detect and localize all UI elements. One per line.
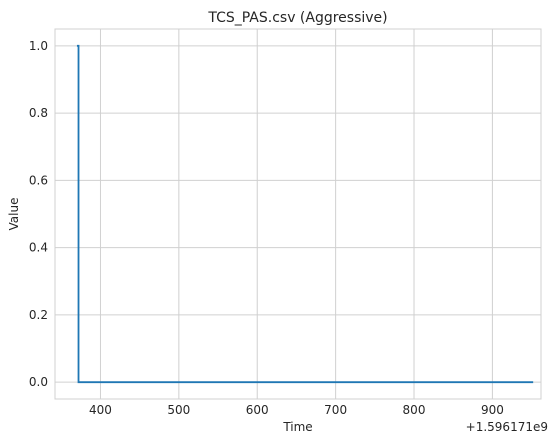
y-tick-label: 0.8 [29,106,48,120]
x-tick-label: 500 [167,403,190,417]
x-ticks: 400 500 600 700 800 900 [89,403,504,417]
x-tick-label: 800 [403,403,426,417]
y-ticks: 0.0 0.2 0.4 0.6 0.8 1.0 [29,39,48,389]
y-tick-label: 0.2 [29,308,48,322]
grid [54,28,542,400]
y-tick-label: 0.0 [29,375,48,389]
x-axis-label: Time [282,420,312,434]
x-tick-label: 700 [324,403,347,417]
y-tick-label: 0.4 [29,241,48,255]
x-tick-label: 600 [246,403,269,417]
series-line [76,44,534,384]
y-axis-label: Value [7,198,21,231]
y-tick-label: 0.6 [29,173,48,187]
plot-frame [54,28,542,400]
y-tick-label: 1.0 [29,39,48,53]
chart-title: TCS_PAS.csv (Aggressive) [207,10,387,26]
x-tick-label: 900 [481,403,504,417]
plot-area [55,29,541,399]
series-group [76,44,534,384]
x-offset-label: +1.596171e9 [466,420,548,434]
x-tick-label: 400 [89,403,112,417]
